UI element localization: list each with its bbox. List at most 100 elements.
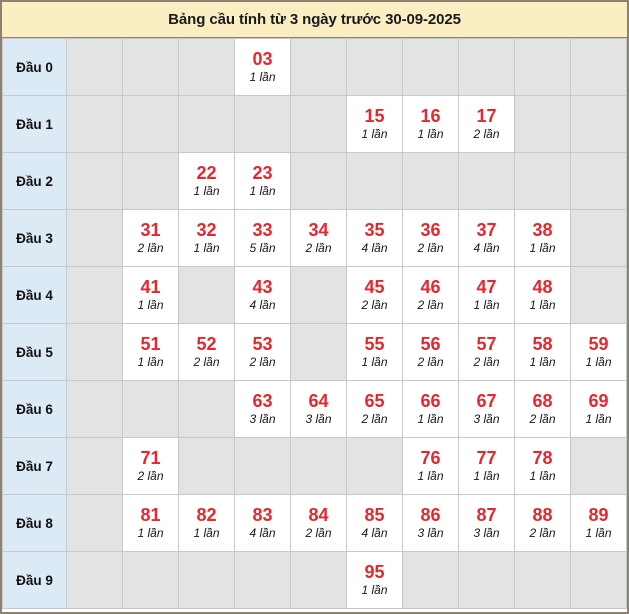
- cell-count: 2 lần: [193, 355, 220, 370]
- cell-count: 1 lần: [585, 355, 612, 370]
- cell-count: 1 lần: [529, 469, 556, 484]
- cell-count: 4 lần: [249, 298, 276, 313]
- cell-number: 22: [196, 163, 217, 184]
- empty-cell: [570, 266, 627, 324]
- cell-count: 1 lần: [193, 184, 220, 199]
- cell-count: 2 lần: [473, 127, 500, 142]
- table-row: Đầu 9 95 1 lần: [2, 551, 627, 609]
- number-cell[interactable]: 85 4 lần: [346, 494, 403, 552]
- number-cell[interactable]: 84 2 lần: [290, 494, 347, 552]
- cell-number: 81: [140, 505, 161, 526]
- cell-count: 2 lần: [417, 241, 444, 256]
- cell-count: 1 lần: [529, 298, 556, 313]
- empty-cell: [458, 551, 515, 609]
- number-cell[interactable]: 31 2 lần: [122, 209, 179, 267]
- number-cell[interactable]: 17 2 lần: [458, 95, 515, 153]
- number-cell[interactable]: 16 1 lần: [402, 95, 459, 153]
- row-header-label: Đầu 3: [16, 230, 53, 246]
- number-cell[interactable]: 36 2 lần: [402, 209, 459, 267]
- row-header-label: Đầu 0: [16, 59, 53, 75]
- number-cell[interactable]: 71 2 lần: [122, 437, 179, 495]
- empty-cell: [178, 437, 235, 495]
- row-header-label: Đầu 2: [16, 173, 53, 189]
- cell-number: 15: [364, 106, 385, 127]
- number-cell[interactable]: 23 1 lần: [234, 152, 291, 210]
- cell-number: 43: [252, 277, 273, 298]
- number-cell[interactable]: 82 1 lần: [178, 494, 235, 552]
- number-cell[interactable]: 33 5 lần: [234, 209, 291, 267]
- cell-number: 86: [420, 505, 441, 526]
- number-cell[interactable]: 77 1 lần: [458, 437, 515, 495]
- number-cell[interactable]: 89 1 lần: [570, 494, 627, 552]
- number-cell[interactable]: 38 1 lần: [514, 209, 571, 267]
- cell-count: 1 lần: [193, 241, 220, 256]
- number-cell[interactable]: 64 3 lần: [290, 380, 347, 438]
- number-cell[interactable]: 47 1 lần: [458, 266, 515, 324]
- empty-cell: [122, 380, 179, 438]
- number-cell[interactable]: 66 1 lần: [402, 380, 459, 438]
- cell-number: 78: [532, 448, 553, 469]
- cell-number: 88: [532, 505, 553, 526]
- number-cell[interactable]: 88 2 lần: [514, 494, 571, 552]
- number-cell[interactable]: 34 2 lần: [290, 209, 347, 267]
- empty-cell: [514, 551, 571, 609]
- number-cell[interactable]: 59 1 lần: [570, 323, 627, 381]
- cell-number: 87: [476, 505, 497, 526]
- row-header-5: Đầu 5: [2, 323, 67, 381]
- cell-number: 65: [364, 391, 385, 412]
- empty-cell: [346, 437, 403, 495]
- empty-cell: [66, 95, 123, 153]
- number-cell[interactable]: 67 3 lần: [458, 380, 515, 438]
- empty-cell: [66, 380, 123, 438]
- number-cell[interactable]: 45 2 lần: [346, 266, 403, 324]
- number-cell[interactable]: 03 1 lần: [234, 38, 291, 96]
- empty-cell: [290, 323, 347, 381]
- number-cell[interactable]: 83 4 lần: [234, 494, 291, 552]
- cell-count: 1 lần: [361, 355, 388, 370]
- cell-count: 1 lần: [473, 469, 500, 484]
- cell-count: 2 lần: [529, 412, 556, 427]
- number-cell[interactable]: 46 2 lần: [402, 266, 459, 324]
- number-cell[interactable]: 76 1 lần: [402, 437, 459, 495]
- cell-number: 35: [364, 220, 385, 241]
- number-cell[interactable]: 52 2 lần: [178, 323, 235, 381]
- cell-number: 41: [140, 277, 161, 298]
- number-cell[interactable]: 87 3 lần: [458, 494, 515, 552]
- number-cell[interactable]: 63 3 lần: [234, 380, 291, 438]
- number-cell[interactable]: 48 1 lần: [514, 266, 571, 324]
- number-cell[interactable]: 37 4 lần: [458, 209, 515, 267]
- number-cell[interactable]: 51 1 lần: [122, 323, 179, 381]
- number-cell[interactable]: 68 2 lần: [514, 380, 571, 438]
- number-cell[interactable]: 81 1 lần: [122, 494, 179, 552]
- row-header-label: Đầu 5: [16, 344, 53, 360]
- cell-number: 23: [252, 163, 273, 184]
- number-cell[interactable]: 35 4 lần: [346, 209, 403, 267]
- number-cell[interactable]: 56 2 lần: [402, 323, 459, 381]
- number-cell[interactable]: 86 3 lần: [402, 494, 459, 552]
- empty-cell: [570, 437, 627, 495]
- table-row: Đầu 0 03 1 lần: [2, 38, 627, 96]
- row-header-8: Đầu 8: [2, 494, 67, 552]
- number-cell[interactable]: 41 1 lần: [122, 266, 179, 324]
- cell-count: 1 lần: [249, 70, 276, 85]
- cell-number: 53: [252, 334, 273, 355]
- number-cell[interactable]: 57 2 lần: [458, 323, 515, 381]
- number-cell[interactable]: 69 1 lần: [570, 380, 627, 438]
- number-cell[interactable]: 53 2 lần: [234, 323, 291, 381]
- number-cell[interactable]: 22 1 lần: [178, 152, 235, 210]
- number-cell[interactable]: 95 1 lần: [346, 551, 403, 609]
- number-cell[interactable]: 32 1 lần: [178, 209, 235, 267]
- number-cell[interactable]: 43 4 lần: [234, 266, 291, 324]
- number-cell[interactable]: 58 1 lần: [514, 323, 571, 381]
- empty-cell: [122, 152, 179, 210]
- number-cell[interactable]: 65 2 lần: [346, 380, 403, 438]
- cell-count: 1 lần: [417, 127, 444, 142]
- number-cell[interactable]: 78 1 lần: [514, 437, 571, 495]
- row-header-6: Đầu 6: [2, 380, 67, 438]
- empty-cell: [514, 95, 571, 153]
- row-header-label: Đầu 9: [16, 572, 53, 588]
- row-header-label: Đầu 1: [16, 116, 53, 132]
- number-cell[interactable]: 55 1 lần: [346, 323, 403, 381]
- cell-number: 32: [196, 220, 217, 241]
- number-cell[interactable]: 15 1 lần: [346, 95, 403, 153]
